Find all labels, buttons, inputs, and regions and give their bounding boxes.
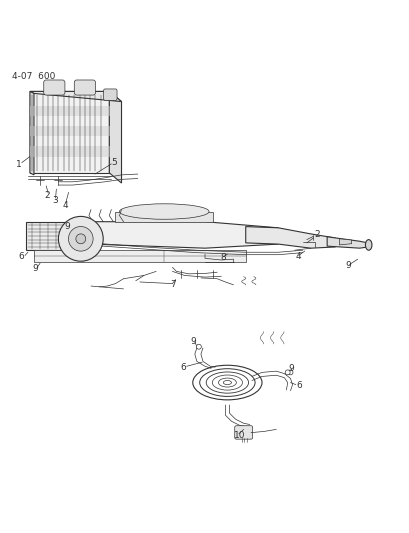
Text: 9: 9 xyxy=(32,264,38,273)
Polygon shape xyxy=(109,91,121,183)
Circle shape xyxy=(76,234,85,244)
FancyBboxPatch shape xyxy=(74,80,95,95)
Text: 8: 8 xyxy=(220,253,226,262)
Ellipse shape xyxy=(364,240,371,250)
FancyBboxPatch shape xyxy=(234,426,252,439)
Circle shape xyxy=(68,227,93,251)
Polygon shape xyxy=(26,222,70,250)
Text: 6: 6 xyxy=(18,252,24,261)
Polygon shape xyxy=(115,212,213,222)
Ellipse shape xyxy=(119,204,209,219)
Polygon shape xyxy=(34,250,245,262)
Polygon shape xyxy=(326,237,367,248)
Text: 6: 6 xyxy=(296,381,302,390)
Polygon shape xyxy=(245,227,335,248)
Polygon shape xyxy=(70,222,278,250)
Polygon shape xyxy=(339,239,351,245)
Text: 9: 9 xyxy=(190,336,196,345)
Text: 9: 9 xyxy=(288,364,294,373)
Text: 4-07  600: 4-07 600 xyxy=(11,72,55,81)
Circle shape xyxy=(196,344,201,349)
Text: 2: 2 xyxy=(313,230,319,239)
Text: 6: 6 xyxy=(180,362,186,372)
Bar xyxy=(30,126,110,136)
Circle shape xyxy=(285,370,290,375)
Text: 9: 9 xyxy=(345,261,351,270)
Bar xyxy=(30,106,110,116)
Text: 4: 4 xyxy=(294,252,300,261)
Polygon shape xyxy=(30,91,34,175)
Text: 3: 3 xyxy=(52,196,58,205)
FancyBboxPatch shape xyxy=(44,80,65,95)
Text: 10: 10 xyxy=(233,431,245,440)
Polygon shape xyxy=(30,91,121,102)
Bar xyxy=(30,147,110,157)
Text: 7: 7 xyxy=(170,280,176,289)
Text: 1: 1 xyxy=(16,160,21,169)
Text: 9: 9 xyxy=(64,222,70,231)
Circle shape xyxy=(58,216,103,261)
Text: 2: 2 xyxy=(44,191,49,200)
Text: 4: 4 xyxy=(62,201,68,210)
Text: 5: 5 xyxy=(111,158,117,167)
Polygon shape xyxy=(30,91,109,173)
Circle shape xyxy=(288,370,292,375)
FancyBboxPatch shape xyxy=(103,89,117,100)
